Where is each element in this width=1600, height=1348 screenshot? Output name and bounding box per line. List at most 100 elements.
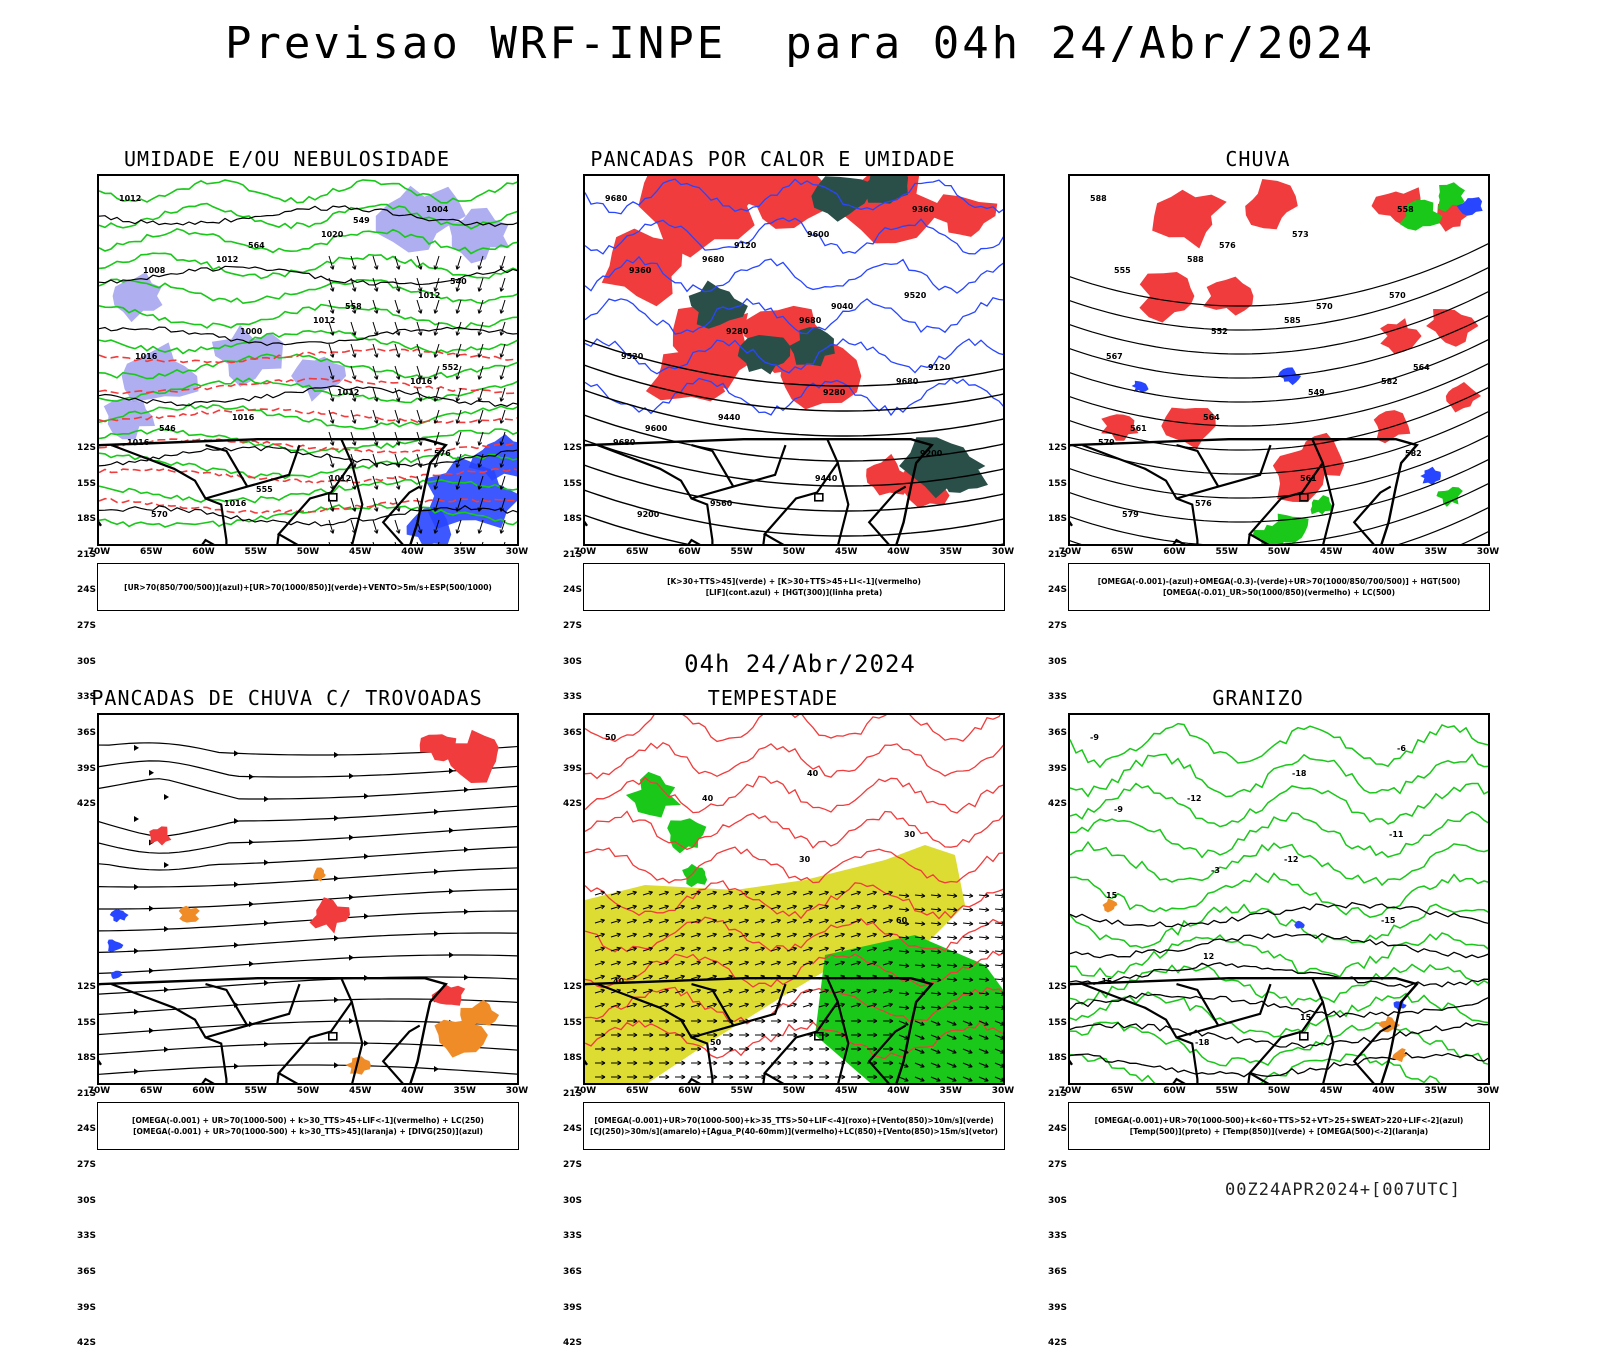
svg-text:549: 549 [353,216,370,225]
lon-tick-label: 35W [939,547,962,557]
map-plot [97,713,519,1085]
svg-text:1016: 1016 [135,352,158,361]
lat-tick-label: 21S [76,1088,96,1099]
lon-tick-label: 60W [678,1086,701,1096]
lat-tick-label: 18S [76,514,96,525]
lat-tick-label: 12S [76,443,96,454]
panel-title: PANCADAS DE CHUVA C/ TROVOADAS [91,686,483,710]
svg-text:561: 561 [1130,424,1147,433]
lat-tick-label: 36S [562,1266,582,1277]
svg-text:1020: 1020 [321,230,344,239]
lon-tick-label: 55W [730,547,753,557]
lat-tick-label: 42S [76,799,96,810]
svg-text:-12: -12 [1284,855,1298,864]
lat-tick-label: 24S [1047,585,1067,596]
svg-text:-12: -12 [1187,794,1201,803]
lon-tick-label: 45W [349,1086,372,1096]
lat-tick-label: 18S [76,1053,96,1064]
svg-text:9280: 9280 [823,388,846,397]
legend-line: [Temp(500)](preto) + [Temp(850)](verde) … [1129,1127,1429,1136]
lat-tick-label: 15S [562,478,582,489]
panel-granizo: GRANIZO -9 -12 -12 -15 -15 -18 -18 -11 15 12 15 -6 -9… [1013,686,1503,1348]
svg-text:1012: 1012 [119,194,141,203]
svg-text:588: 588 [1187,255,1204,264]
legend-line: [OMEGA(-0.001)-(azul)+OMEGA(-0.3)-(verde… [1097,577,1461,586]
lat-tick-label: 30S [76,1195,96,1206]
lat-tick-label: 24S [1047,1124,1067,1135]
lat-tick-label: 12S [562,443,582,454]
svg-text:582: 582 [1381,377,1398,386]
svg-text:12: 12 [1203,952,1214,961]
lat-tick-label: 33S [76,692,96,703]
lon-tick-label: 55W [244,1086,267,1096]
lat-tick-label: 30S [76,656,96,667]
lat-tick-label: 42S [562,1338,582,1348]
lat-tick-label: 24S [76,1124,96,1135]
lat-tick-label: 30S [1047,1195,1067,1206]
svg-text:573: 573 [1292,230,1309,239]
lat-tick-label: 39S [1047,763,1067,774]
svg-text:552: 552 [1211,327,1228,336]
svg-text:1012: 1012 [337,388,359,397]
lon-tick-label: 35W [1424,547,1447,557]
lon-tick-label: 40W [1372,1086,1395,1096]
svg-text:40: 40 [807,769,819,778]
svg-text:-18: -18 [1195,1038,1210,1047]
lat-tick-label: 27S [1047,621,1067,632]
svg-text:1008: 1008 [143,266,166,275]
svg-text:555: 555 [1114,266,1131,275]
lon-tick-label: 65W [626,547,649,557]
svg-text:9440: 9440 [815,474,838,483]
svg-text:9520: 9520 [904,291,927,300]
panel-pancadas-calor: PANCADAS POR CALOR E UMIDADE 9680 9680 9680… [528,147,1018,809]
legend-line: [OMEGA(-0.001)+UR>70(1000-500)+k>35_TTS>… [594,1116,994,1125]
lat-tick-label: 24S [562,585,582,596]
lat-tick-label: 21S [562,1088,582,1099]
lat-tick-label: 39S [1047,1302,1067,1313]
lon-tick-label: 55W [1215,547,1238,557]
svg-text:60: 60 [896,916,908,925]
lat-tick-label: 33S [1047,1231,1067,1242]
lon-tick-label: 40W [401,547,424,557]
lon-tick-label: 65W [626,1086,649,1096]
lon-tick-label: 40W [401,1086,424,1096]
svg-text:-15: -15 [1098,977,1113,986]
svg-text:1012: 1012 [418,291,440,300]
forecast-time-subtitle: 04h 24/Abr/2024 [684,650,916,678]
lon-tick-label: 70W [573,1086,597,1096]
svg-text:40: 40 [613,977,625,986]
svg-text:576: 576 [434,449,451,458]
lat-tick-label: 12S [1047,982,1067,993]
svg-text:-15: -15 [1381,916,1396,925]
svg-text:567: 567 [1106,352,1123,361]
lat-tick-label: 27S [562,1160,582,1171]
svg-text:570: 570 [1316,302,1333,311]
lat-tick-label: 33S [1047,692,1067,703]
svg-text:9360: 9360 [629,266,652,275]
svg-text:1016: 1016 [127,438,150,447]
panel-legend: [OMEGA(-0.001)-(azul)+OMEGA(-0.3)-(verde… [1068,563,1490,611]
lat-tick-label: 12S [562,982,582,993]
panel-umidade: UMIDADE E/OU NEBULOSIDADE 1012 1012 1012 101… [42,147,532,809]
svg-text:9680: 9680 [896,377,919,386]
svg-text:561: 561 [1300,474,1317,483]
svg-text:582: 582 [1405,449,1422,458]
lon-tick-label: 65W [1111,1086,1134,1096]
lat-tick-label: 42S [1047,799,1067,810]
lon-tick-label: 30W [991,547,1015,557]
lon-tick-label: 30W [991,1086,1015,1096]
svg-text:-11: -11 [1389,830,1404,839]
svg-text:-9: -9 [1114,805,1123,814]
panel-title: CHUVA [1225,147,1291,171]
svg-text:30: 30 [799,855,811,864]
model-run-label: 00Z24APR2024+[007UTC] [1225,1180,1461,1200]
lon-tick-label: 45W [835,1086,858,1096]
lon-tick-label: 60W [678,547,701,557]
map-plot: 1012 1012 1012 1016 1016 1016 1020 1012 1016 1016… [97,174,519,546]
svg-text:549: 549 [1308,388,1325,397]
lon-tick-label: 50W [782,1086,806,1096]
lon-tick-label: 45W [835,547,858,557]
lon-tick-label: 45W [349,547,372,557]
legend-line: [OMEGA(-0.01)_UR>50(1000/850)(vermelho) … [1162,588,1396,597]
svg-text:50: 50 [710,1038,722,1047]
